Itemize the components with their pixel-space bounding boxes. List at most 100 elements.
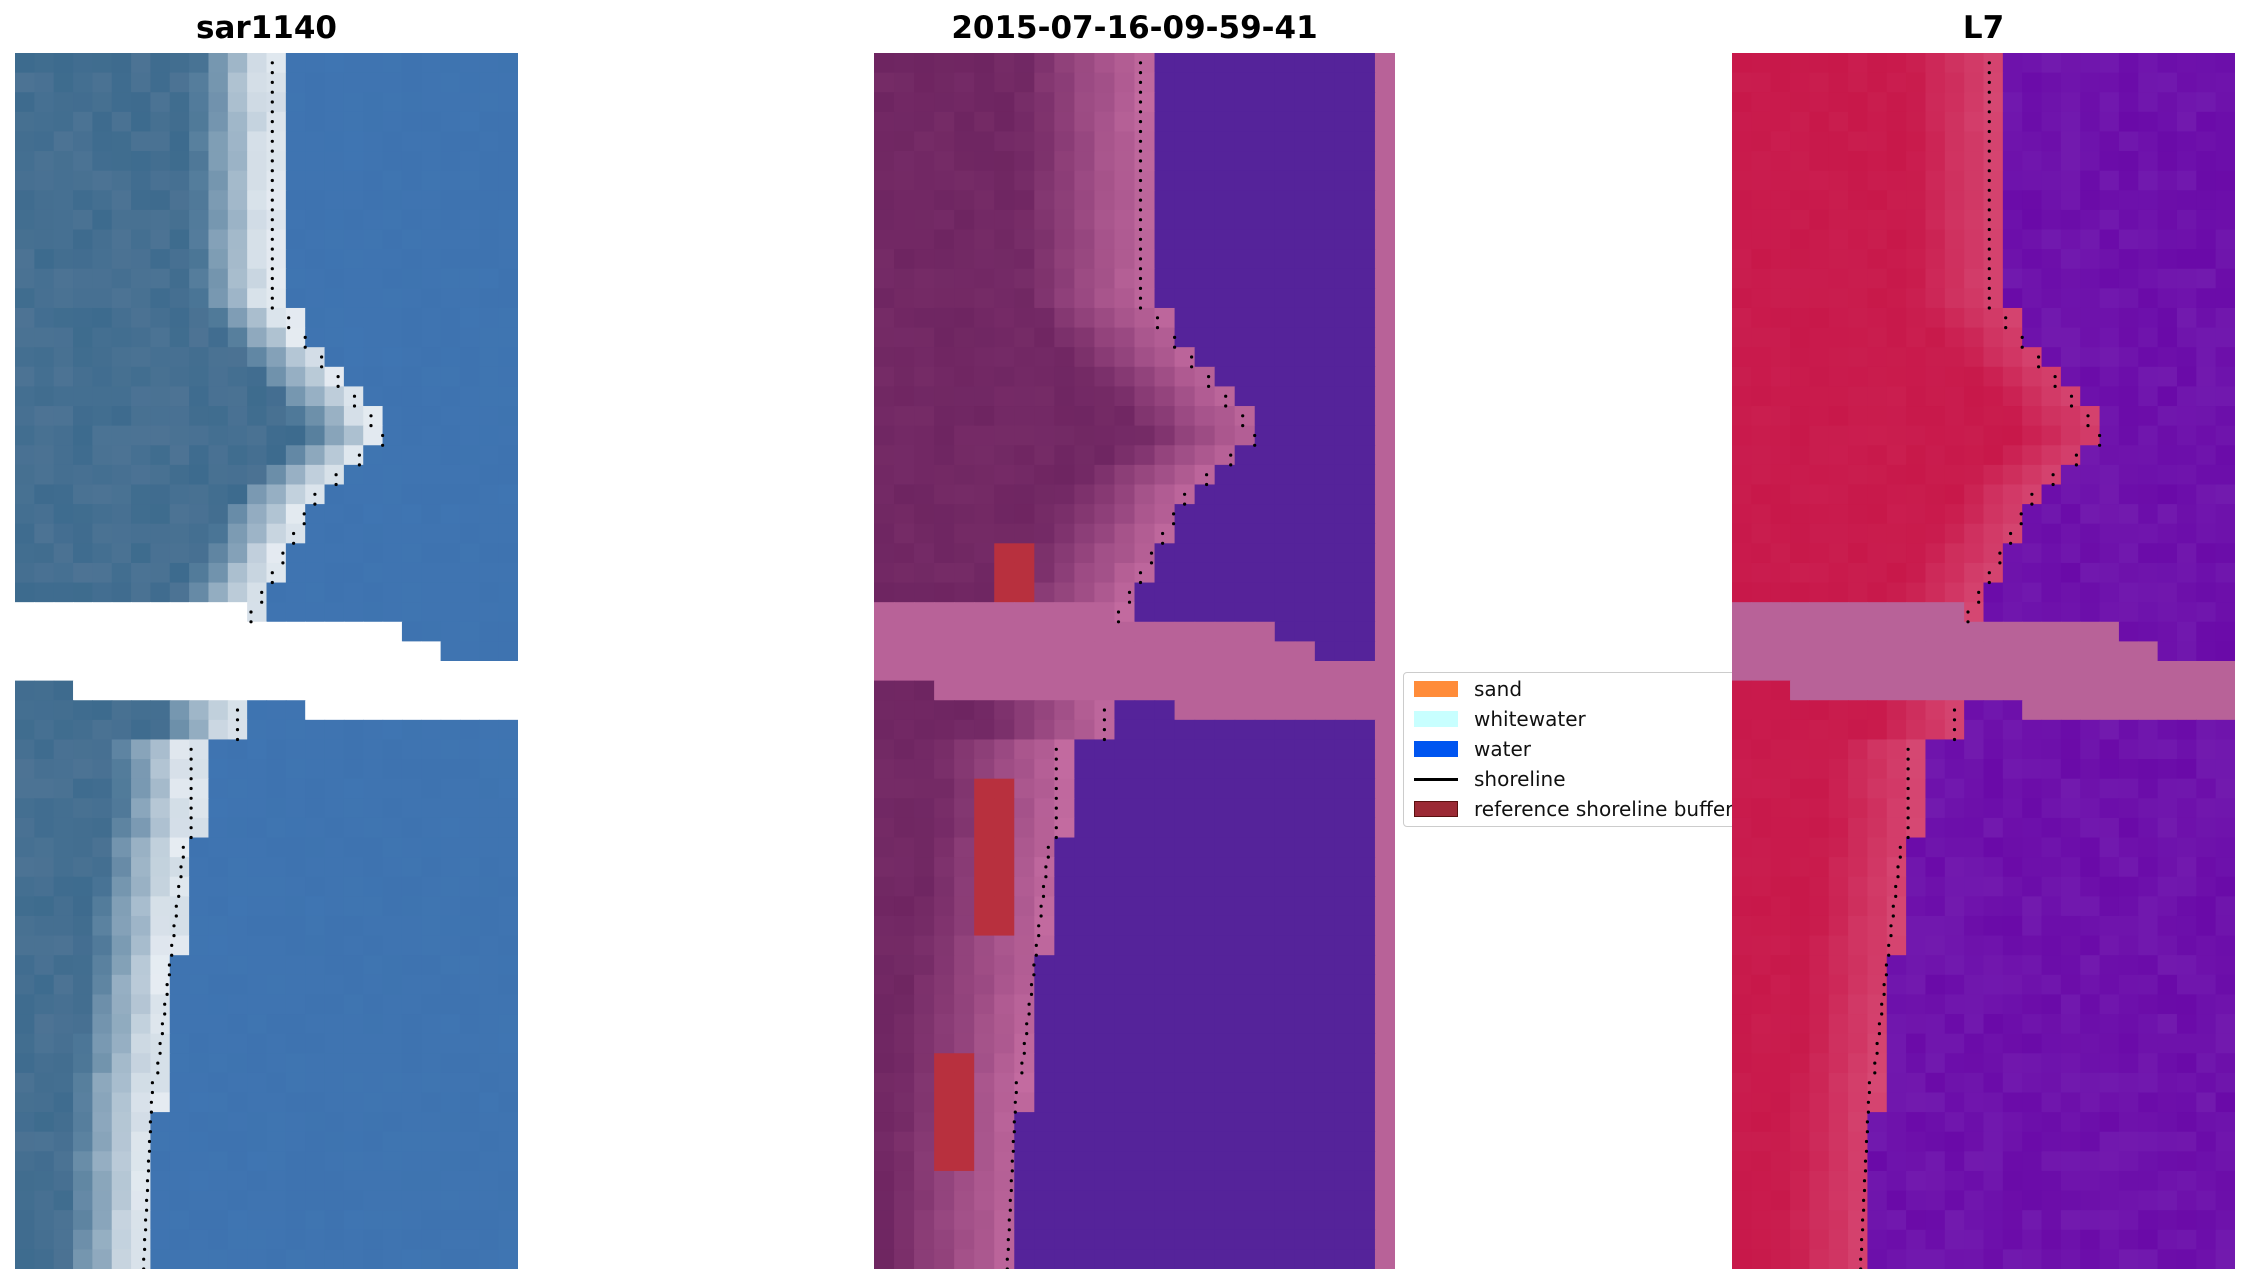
shoreline-point [1906, 826, 1910, 830]
shoreline-point [177, 884, 181, 889]
shoreline-point [1041, 894, 1046, 899]
shoreline-point [334, 473, 338, 477]
shoreline-point [1987, 61, 1991, 65]
shoreline-point [1138, 218, 1143, 222]
shoreline-point [1027, 1002, 1031, 1006]
shoreline-point [270, 257, 274, 261]
legend-item-buffer: reference shoreline buffer [1414, 795, 1733, 823]
shoreline-point [2074, 463, 2078, 467]
shoreline-point [1987, 90, 1991, 94]
shoreline-point [1138, 267, 1143, 271]
shoreline-point [1253, 443, 1257, 447]
shoreline-point [235, 737, 240, 742]
shoreline-point [1009, 1188, 1013, 1193]
shoreline-point [260, 590, 264, 595]
shoreline-point [1020, 1071, 1024, 1075]
shoreline-point [156, 1071, 160, 1075]
shoreline-point [1013, 1100, 1017, 1104]
shoreline-point [1860, 1247, 1864, 1251]
shoreline-point [270, 296, 274, 300]
shoreline-point [144, 1218, 148, 1222]
shoreline-point [1861, 1218, 1865, 1222]
shoreline-point [1149, 551, 1154, 555]
shoreline-point [270, 198, 274, 202]
shoreline-point [1862, 1188, 1867, 1193]
shoreline-point [1054, 806, 1058, 810]
shoreline-point [1906, 806, 1910, 810]
rgb-image [15, 53, 518, 1269]
shoreline-point [1241, 414, 1245, 418]
shoreline-point [1054, 777, 1058, 781]
shoreline-point [270, 306, 274, 310]
shoreline-point [145, 1179, 150, 1183]
shoreline-point [1987, 237, 1991, 241]
shoreline-point [2086, 424, 2090, 428]
shoreline-point [158, 1051, 162, 1055]
legend-item-sand: sand [1414, 675, 1522, 703]
shoreline-point [357, 453, 361, 457]
shoreline-point [1173, 335, 1177, 339]
shoreline-point [1006, 1238, 1010, 1242]
shoreline-point [281, 551, 285, 555]
shoreline-point [156, 1061, 160, 1065]
shoreline-point [302, 522, 306, 526]
shoreline-point [270, 571, 274, 575]
shoreline-point [1987, 169, 1991, 173]
shoreline-point [1138, 139, 1143, 143]
shoreline-point [270, 100, 274, 104]
shoreline-point [160, 1032, 164, 1036]
shoreline-point [1054, 757, 1058, 761]
shoreline-point [181, 855, 185, 859]
shoreline-point [270, 169, 274, 173]
shoreline-point [1046, 845, 1050, 849]
shoreline-point [1155, 326, 1160, 330]
shoreline-point [1987, 306, 1991, 310]
shoreline-point [1014, 1090, 1018, 1095]
shoreline-point [1894, 884, 1898, 889]
shoreline-point [235, 728, 240, 732]
shoreline-point [1037, 924, 1041, 928]
legend-swatch-shoreline [1414, 777, 1458, 781]
shoreline-point [2051, 473, 2055, 477]
shoreline-point [2009, 531, 2013, 536]
legend-item-whitewater: whitewater [1414, 705, 1586, 733]
shoreline-point [1102, 708, 1106, 712]
shoreline-point [270, 159, 274, 163]
shoreline-point [160, 1022, 164, 1026]
shoreline-point [1253, 433, 1257, 438]
shoreline-point [1012, 1120, 1016, 1124]
shoreline-point [1127, 600, 1132, 604]
shoreline-point [1138, 110, 1143, 114]
shoreline-point [1025, 1032, 1029, 1036]
shoreline-point [172, 934, 176, 938]
shoreline-point [172, 924, 176, 928]
shoreline-point [1867, 1081, 1871, 1085]
shoreline-point [1138, 208, 1143, 212]
shoreline-point [303, 335, 307, 339]
shoreline-point [1998, 561, 2002, 565]
shoreline-point [1880, 1002, 1884, 1006]
shoreline-point [1008, 1198, 1012, 1202]
shoreline-point [1138, 237, 1143, 241]
shoreline-point [1054, 835, 1058, 840]
shoreline-point [1054, 796, 1058, 800]
legend-swatch-buffer [1414, 801, 1458, 817]
shoreline-point [1044, 865, 1048, 869]
shoreline-point [150, 1090, 154, 1095]
shoreline-point [2069, 394, 2074, 398]
legend-label: sand [1474, 677, 1523, 701]
shoreline-point [1866, 1100, 1870, 1104]
index-image-panel [1732, 53, 2235, 1269]
shoreline-point [1906, 747, 1910, 751]
shoreline-point [1891, 904, 1895, 908]
shoreline-point [1183, 492, 1187, 496]
shoreline-point [313, 502, 317, 506]
shoreline-point [270, 188, 274, 192]
shoreline-point [2037, 355, 2041, 359]
shoreline-point [1952, 718, 1957, 722]
shoreline-point [1952, 728, 1957, 732]
shoreline-point [2098, 433, 2102, 438]
shoreline-point [158, 1041, 162, 1046]
shoreline-point [1138, 120, 1143, 124]
shoreline-point [1906, 767, 1910, 771]
